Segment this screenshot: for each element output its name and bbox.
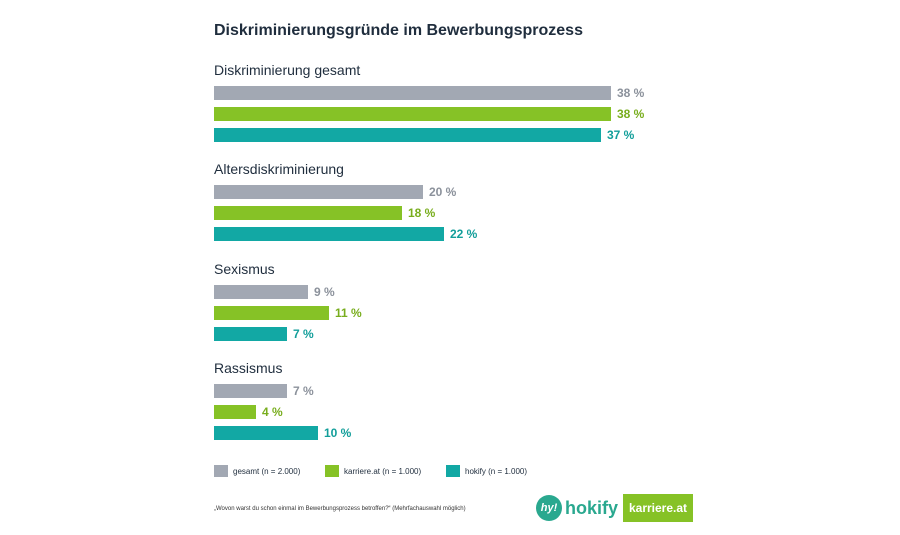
bar-value-label: 11 % [335,306,362,320]
legend-label: gesamt (n = 2.000) [233,466,301,476]
category-label: Sexismus [214,261,275,277]
bar-value-label: 10 % [324,426,352,440]
bar [214,227,444,241]
hokify-mark: hy! [536,495,562,521]
bar [214,185,423,199]
bar [214,128,601,142]
category-label: Diskriminierung gesamt [214,62,361,78]
bar-value-label: 7 % [293,327,314,341]
bar-value-label: 37 % [607,128,635,142]
bar [214,426,318,440]
category-label: Altersdiskriminierung [214,161,344,177]
karriere-logo: karriere.at [623,494,693,522]
legend-swatch [325,465,339,477]
bar [214,405,256,419]
bar-value-label: 9 % [314,285,335,299]
bar-value-label: 20 % [429,185,457,199]
bar-value-label: 22 % [450,227,478,241]
category-label: Rassismus [214,360,283,376]
bar [214,327,287,341]
legend-item: gesamt (n = 2.000) [214,465,300,477]
bar-value-label: 7 % [293,384,314,398]
hokify-logo: hy! hokify [536,494,618,522]
chart-title: Diskriminierungsgründe im Bewerbungsproz… [214,22,583,39]
legend-swatch [214,465,228,477]
legend-item: hokify (n = 1.000) [446,465,527,477]
bar [214,285,308,299]
legend-swatch [446,465,460,477]
bar [214,86,611,100]
bar-value-label: 4 % [262,405,283,419]
bar [214,384,287,398]
bar [214,306,329,320]
legend-label: hokify (n = 1.000) [465,466,528,476]
bar [214,107,611,121]
hokify-wordmark: hokify [565,497,619,518]
bar-value-label: 38 % [617,86,645,100]
footnote: „Wovon warst du schon einmal im Bewerbun… [214,506,466,512]
bar-value-label: 38 % [617,107,645,121]
legend-item: karriere.at (n = 1.000) [325,465,421,477]
bar [214,206,402,220]
legend-label: karriere.at (n = 1.000) [344,466,422,476]
bar-value-label: 18 % [408,206,436,220]
